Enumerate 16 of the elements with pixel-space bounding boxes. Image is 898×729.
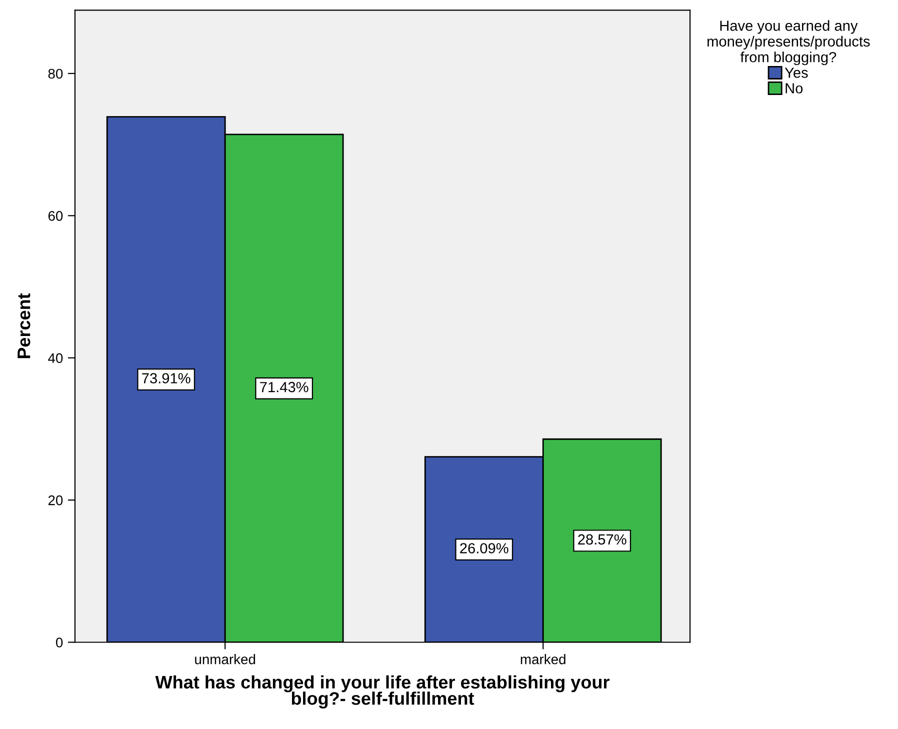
legend-label: No [786, 83, 803, 94]
x-tick-label: marked [520, 654, 566, 664]
data-label: 26.09% [460, 543, 508, 554]
y-tick-label: 60 [48, 211, 63, 221]
x-tick-label: unmarked [195, 654, 256, 664]
y-tick-label: 20 [48, 495, 63, 506]
y-axis-title: Percent [18, 293, 30, 358]
x-axis-title: What has changed in your life after establishing your blog?- self-fulfillment [155, 675, 610, 708]
y-tick-label: 40 [48, 353, 63, 364]
data-label: 71.43% [260, 382, 308, 392]
data-label: 73.91% [142, 373, 190, 384]
legend-title: Have you earned any money/presents/products from blogging? [708, 20, 870, 66]
data-label: 28.57% [578, 534, 626, 545]
y-tick-label: 80 [48, 68, 63, 79]
y-tick-label: 0 [56, 638, 63, 648]
legend-label: Yes [784, 68, 808, 78]
